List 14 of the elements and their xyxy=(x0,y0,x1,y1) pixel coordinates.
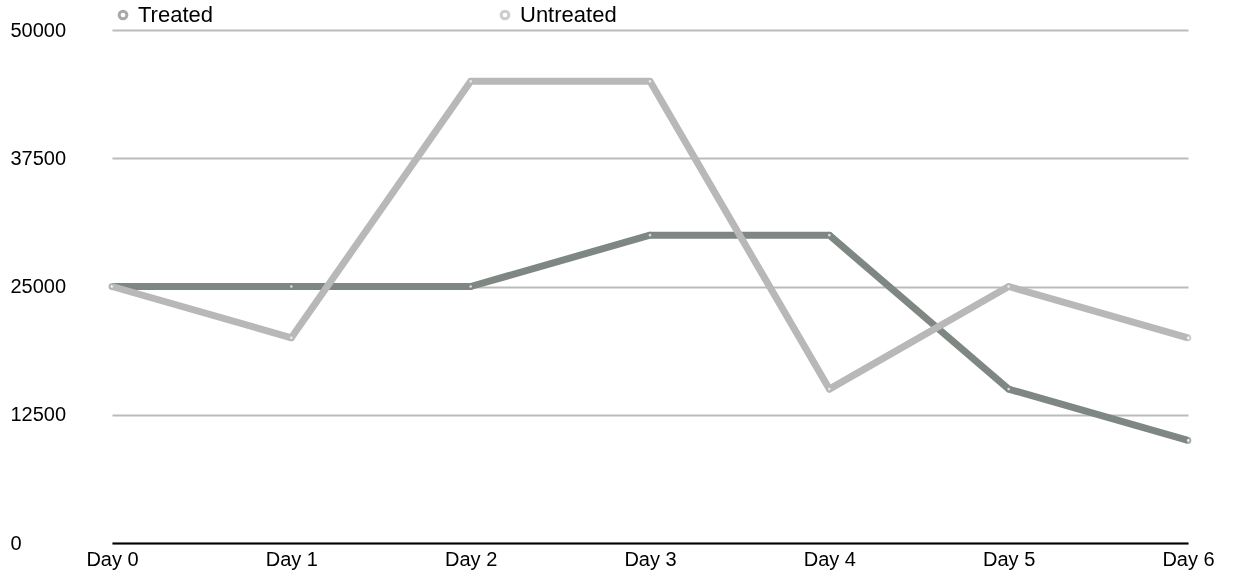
y-tick-label: 0 xyxy=(10,531,22,554)
x-tick-label: Day 2 xyxy=(445,547,498,570)
x-tick-label: Day 3 xyxy=(624,547,677,570)
y-tick-label: 37500 xyxy=(10,146,67,169)
x-tick-label: Day 6 xyxy=(1162,547,1215,570)
x-tick-label: Day 4 xyxy=(803,547,856,570)
y-tick-label: 50000 xyxy=(10,18,67,41)
x-tick-label: Day 0 xyxy=(86,547,139,570)
legend-label: Treated xyxy=(138,2,214,27)
y-tick-label: 12500 xyxy=(10,403,67,426)
x-tick-label: Day 5 xyxy=(983,547,1036,570)
legend-label: Untreated xyxy=(520,2,617,27)
y-tick-label: 25000 xyxy=(10,275,67,297)
x-tick-label: Day 1 xyxy=(265,547,318,570)
